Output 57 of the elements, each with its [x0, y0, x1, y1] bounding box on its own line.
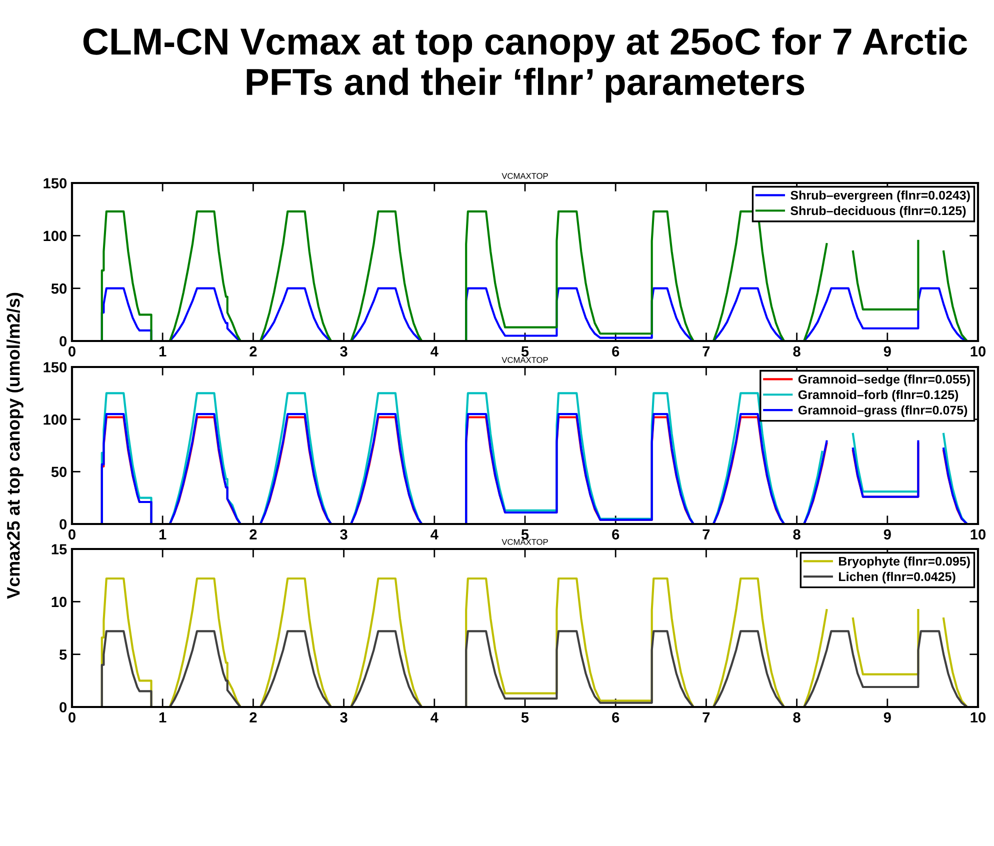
- x-tick-label: 8: [793, 712, 800, 723]
- x-tick-label: 6: [612, 712, 620, 723]
- x-tick-label: 3: [340, 346, 348, 357]
- legend-label: Lichen (flnr=0.0425): [839, 572, 956, 584]
- legend-label: Shrub–deciduous (flnr=0.125): [790, 206, 966, 218]
- x-tick-label: 4: [430, 712, 438, 722]
- y-tick-label: 0: [60, 702, 67, 712]
- legend-label: Bryophyte (flnr=0.095): [839, 556, 970, 568]
- y-tick-label: 0: [60, 336, 67, 346]
- x-tick-label: 3: [340, 529, 348, 540]
- x-tick-label: 7: [702, 529, 710, 540]
- x-tick-label: 8: [793, 346, 800, 357]
- y-axis-title: Vcmax25 at top canopy (umol/m2/s): [6, 292, 24, 599]
- y-tick-label: 15: [52, 544, 67, 554]
- y-tick-label: 150: [44, 362, 67, 372]
- x-tick-label: 0: [68, 529, 76, 540]
- x-tick-label: 0: [68, 712, 76, 723]
- chart-title: VCMAXTOP: [502, 539, 548, 545]
- x-tick-label: 10: [970, 712, 986, 723]
- legend-label: Shrub–evergreen (flnr=0.0243): [790, 190, 970, 202]
- x-tick-label: 7: [702, 346, 710, 356]
- x-tick-label: 6: [612, 346, 620, 357]
- x-tick-label: 4: [430, 529, 438, 540]
- x-tick-label: 5: [521, 529, 529, 540]
- y-tick-label: 10: [52, 596, 67, 608]
- x-tick-label: 5: [521, 346, 529, 357]
- x-tick-label: 1: [159, 529, 166, 540]
- x-tick-label: 9: [884, 712, 891, 723]
- legend-label: Gramnoid–grass (flnr=0.075): [798, 405, 968, 418]
- x-tick-label: 2: [250, 346, 257, 356]
- x-tick-label: 4: [430, 346, 438, 356]
- y-tick-label: 50: [51, 466, 67, 478]
- y-tick-label: 0: [60, 519, 67, 530]
- chart-title: VCMAXTOP: [502, 173, 548, 179]
- y-tick-label: 100: [44, 414, 67, 425]
- x-tick-label: 2: [250, 712, 257, 722]
- legend-label: Gramnoid–forb (flnr=0.125): [798, 390, 958, 402]
- x-tick-label: 5: [521, 712, 529, 723]
- x-tick-label: 10: [970, 346, 986, 357]
- text: CLM-CN Vcmax at top canopy at 25oC for 7 Arctic PFTs and their ‘flnr’ parameters: [83, 27, 968, 103]
- x-tick-label: 8: [793, 529, 800, 540]
- y-tick-label: 150: [44, 178, 67, 188]
- x-tick-label: 1: [159, 346, 166, 356]
- x-tick-label: 7: [702, 712, 710, 722]
- x-tick-label: 2: [250, 529, 257, 540]
- x-tick-label: 0: [68, 346, 76, 357]
- x-tick-label: 9: [884, 346, 891, 357]
- legend-label: Gramnoid–sedge (flnr=0.055): [798, 374, 970, 386]
- y-tick-label: 100: [44, 230, 67, 242]
- chart-title: VCMAXTOP: [502, 357, 548, 363]
- x-tick-label: 1: [159, 712, 166, 722]
- y-tick-label: 5: [59, 650, 67, 660]
- x-tick-label: 9: [884, 529, 891, 540]
- x-tick-label: 6: [612, 529, 620, 540]
- x-tick-label: 3: [340, 712, 348, 723]
- y-tick-label: 50: [51, 283, 67, 294]
- x-tick-label: 10: [970, 529, 986, 540]
